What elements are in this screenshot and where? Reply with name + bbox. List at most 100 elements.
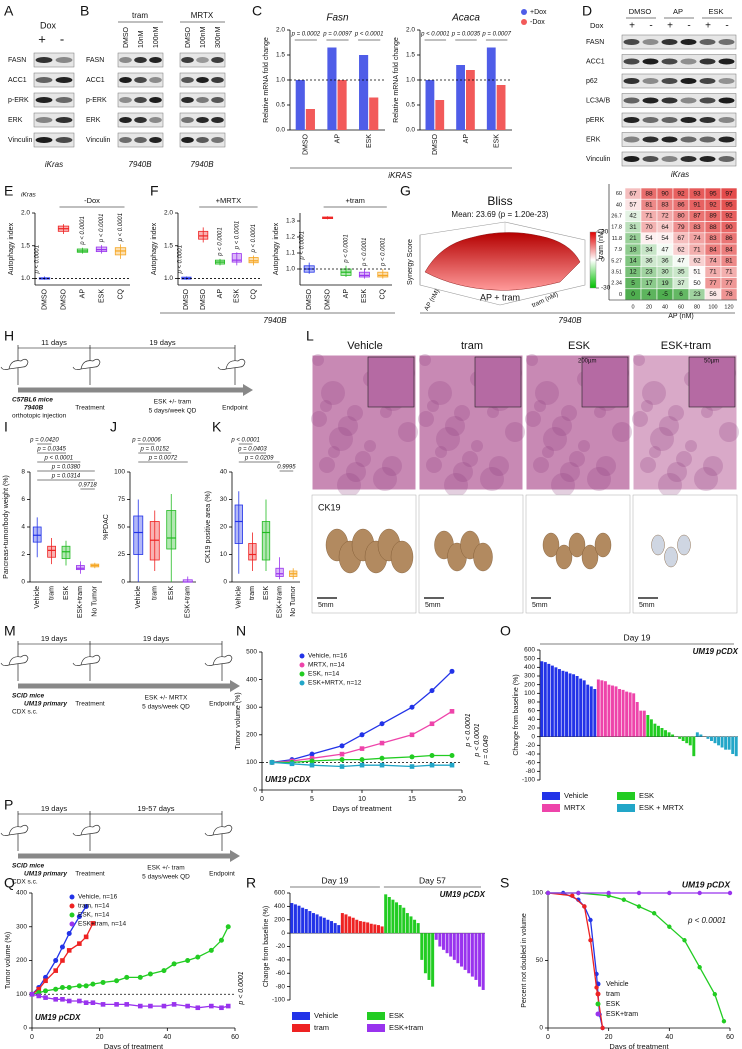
bar bbox=[435, 100, 445, 130]
y-tick-label: -40 bbox=[526, 751, 536, 758]
y-axis-label: Relative mRNA fold change bbox=[393, 37, 400, 123]
bar bbox=[561, 670, 565, 737]
label: 30 bbox=[601, 229, 609, 236]
data-point bbox=[289, 761, 295, 767]
blot-band bbox=[134, 137, 147, 143]
bar bbox=[653, 723, 657, 737]
panel-letter: N bbox=[236, 623, 246, 639]
bar bbox=[557, 669, 561, 737]
legend-marker bbox=[595, 991, 601, 997]
y-tick-label: 20 bbox=[220, 524, 228, 531]
x-tick-label: No Tumor bbox=[92, 585, 99, 616]
label: tram bbox=[461, 340, 483, 352]
label: iKras bbox=[45, 160, 63, 169]
data-point bbox=[90, 1000, 96, 1005]
bar bbox=[692, 736, 696, 757]
cell-label: 21 bbox=[629, 235, 637, 242]
legend-marker bbox=[299, 671, 305, 677]
blot-band bbox=[718, 58, 735, 65]
label: Treatment bbox=[75, 701, 105, 708]
x-tick-label: CQ bbox=[250, 288, 257, 299]
y-tick-label: 8 bbox=[21, 469, 25, 476]
bar bbox=[681, 736, 685, 741]
box bbox=[234, 504, 243, 544]
data-point bbox=[100, 979, 106, 985]
cell-label: 17 bbox=[645, 280, 653, 287]
data-point bbox=[309, 751, 315, 757]
blot-band bbox=[196, 137, 209, 143]
legend-marker bbox=[299, 662, 305, 668]
he-texture bbox=[312, 354, 324, 366]
y-tick-label: 1.2 bbox=[286, 234, 295, 241]
he-texture bbox=[694, 467, 718, 491]
bar bbox=[554, 667, 558, 737]
chart-title: Day 19 bbox=[321, 875, 348, 885]
blot-band bbox=[119, 137, 132, 143]
label: iKras bbox=[671, 170, 689, 179]
p-value: p < 0.0001 bbox=[218, 227, 224, 257]
data-point bbox=[667, 924, 672, 929]
blot-band bbox=[718, 39, 735, 45]
blot-band bbox=[661, 117, 678, 123]
label: ERK bbox=[586, 136, 601, 143]
bar bbox=[380, 926, 384, 934]
he-texture bbox=[471, 440, 483, 452]
bar bbox=[441, 933, 445, 950]
bar bbox=[445, 933, 449, 954]
data-point bbox=[171, 1002, 177, 1007]
y-tick-label: 30 bbox=[220, 496, 228, 503]
y-tick-label: 11.8 bbox=[612, 236, 622, 242]
data-point bbox=[651, 911, 657, 916]
panel-letter: E bbox=[4, 183, 13, 199]
blot-band bbox=[699, 39, 716, 45]
label: ACC1 bbox=[8, 77, 27, 84]
box bbox=[248, 257, 259, 264]
y-tick-label: 500 bbox=[246, 649, 257, 656]
he-texture bbox=[587, 467, 611, 491]
x-tick-label: ESK+tram bbox=[77, 586, 84, 618]
y-tick-label: -20 bbox=[276, 943, 286, 950]
y-axis-label: Tumor volume (%) bbox=[5, 932, 12, 989]
legend-label: -Dox bbox=[530, 19, 545, 26]
he-texture bbox=[382, 456, 402, 476]
label: CK19 bbox=[318, 502, 341, 512]
y-axis-label: CK19 positive area (%) bbox=[205, 491, 212, 563]
cell-label: 92 bbox=[725, 213, 733, 220]
bar bbox=[474, 933, 478, 980]
bar bbox=[568, 673, 572, 737]
x-tick-label: ESK bbox=[366, 134, 373, 148]
blot-band bbox=[181, 97, 194, 103]
blot-band bbox=[699, 136, 716, 143]
label: + bbox=[629, 21, 635, 32]
data-point bbox=[148, 1003, 153, 1009]
ck19-section bbox=[581, 544, 599, 570]
x-tick-label: ESK bbox=[168, 586, 175, 600]
data-point bbox=[570, 893, 575, 898]
y-tick-label: 2.0 bbox=[406, 27, 415, 34]
bar bbox=[340, 913, 344, 934]
box bbox=[377, 271, 389, 278]
he-texture bbox=[319, 457, 335, 473]
bar bbox=[727, 736, 731, 750]
data-point bbox=[76, 983, 82, 989]
data-point bbox=[225, 924, 231, 930]
p-value: p < 0.0001 bbox=[80, 216, 86, 246]
bar bbox=[438, 933, 442, 947]
label: Mean: 23.69 (p = 1.20e-23) bbox=[451, 210, 549, 219]
legend-marker bbox=[595, 1011, 601, 1017]
x-tick-label: 15 bbox=[408, 796, 416, 803]
blot-band bbox=[119, 57, 132, 63]
he-texture bbox=[658, 473, 682, 497]
bar bbox=[639, 710, 643, 737]
p-value: p = 0.0072 bbox=[148, 456, 178, 462]
p-value: p < 0.0001 bbox=[118, 213, 124, 243]
label: 7940B bbox=[558, 316, 582, 325]
blot-band bbox=[134, 77, 147, 83]
cell-label: 90 bbox=[725, 224, 733, 231]
bar bbox=[434, 933, 438, 940]
bar bbox=[660, 728, 664, 737]
cell-label: 67 bbox=[629, 190, 637, 197]
label: 19 days bbox=[143, 634, 170, 643]
label: Treatment bbox=[75, 405, 105, 412]
p-value: p < 0.0001 bbox=[177, 245, 183, 275]
